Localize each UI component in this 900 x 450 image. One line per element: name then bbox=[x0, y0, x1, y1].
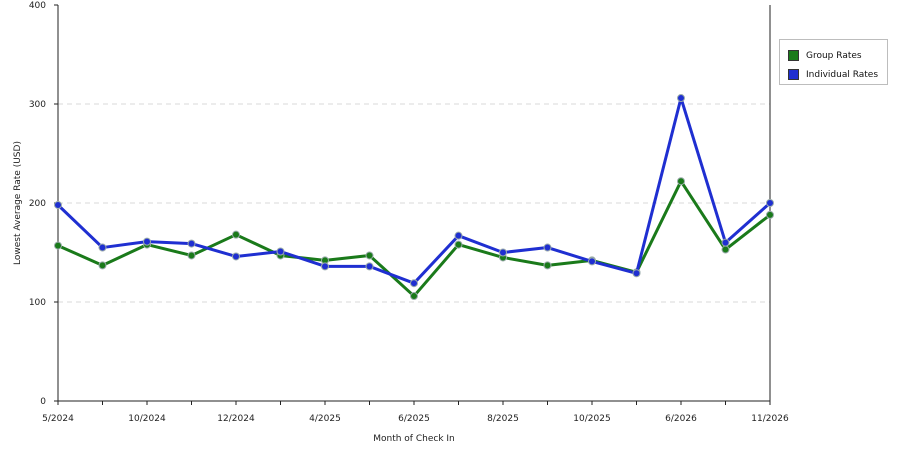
y-tick-label: 400 bbox=[29, 1, 46, 11]
data-point bbox=[454, 240, 463, 249]
x-tick-label: 10/2024 bbox=[128, 414, 166, 424]
data-point bbox=[365, 262, 374, 271]
legend-label-group-rates: Group Rates bbox=[806, 50, 862, 61]
data-point bbox=[410, 292, 418, 301]
x-axis-ticks: 5/2024 10/2024 12/2024 4/2025 6/2025 8/2025 10… bbox=[42, 401, 789, 424]
data-point bbox=[766, 210, 774, 219]
data-point bbox=[187, 239, 196, 248]
data-series bbox=[54, 94, 774, 301]
chart-legend: Group Rates Individual Rates bbox=[779, 39, 888, 85]
data-point bbox=[677, 94, 685, 103]
x-tick-label: 6/2025 bbox=[398, 414, 430, 424]
x-axis-title: Month of Check In bbox=[373, 434, 455, 444]
data-point bbox=[98, 243, 107, 252]
legend-label-individual-rates: Individual Rates bbox=[806, 69, 879, 80]
data-point bbox=[632, 269, 641, 278]
y-tick-label: 300 bbox=[29, 100, 46, 110]
legend-item-group-rates: Group Rates bbox=[788, 46, 879, 65]
data-point bbox=[543, 261, 552, 270]
data-point bbox=[54, 200, 62, 209]
legend-item-individual-rates: Individual Rates bbox=[788, 65, 879, 84]
y-tick-label: 0 bbox=[40, 397, 46, 407]
x-tick-label: 4/2025 bbox=[309, 414, 341, 424]
data-point bbox=[54, 241, 62, 250]
data-point bbox=[365, 251, 374, 260]
data-point bbox=[588, 257, 596, 266]
series-0 bbox=[54, 177, 774, 301]
data-point bbox=[454, 231, 463, 240]
data-point bbox=[232, 230, 240, 239]
data-point bbox=[410, 279, 418, 288]
series-1 bbox=[54, 94, 774, 288]
individual-rates-swatch bbox=[788, 69, 799, 80]
x-tick-label: 5/2024 bbox=[42, 414, 74, 424]
data-point bbox=[543, 243, 552, 252]
data-point bbox=[721, 245, 730, 254]
data-point bbox=[98, 261, 107, 270]
x-tick-label: 8/2025 bbox=[487, 414, 519, 424]
data-point bbox=[499, 248, 507, 257]
data-point bbox=[721, 238, 730, 247]
x-tick-label: 6/2026 bbox=[665, 414, 697, 424]
data-point bbox=[187, 251, 196, 260]
x-tick-label: 12/2024 bbox=[217, 414, 255, 424]
series-line bbox=[56, 96, 772, 285]
data-point bbox=[232, 252, 240, 261]
series-line bbox=[56, 179, 772, 298]
data-point bbox=[677, 177, 685, 186]
data-point bbox=[766, 199, 774, 207]
y-tick-label: 200 bbox=[29, 199, 46, 209]
horizontal-gridlines bbox=[58, 103, 770, 303]
y-axis-title: Lowest Average Rate (USD) bbox=[13, 141, 23, 265]
y-axis-ticks: 0 100 200 300 400 bbox=[29, 1, 58, 407]
x-tick-label: 10/2025 bbox=[573, 414, 610, 424]
data-point bbox=[276, 247, 285, 256]
y-tick-label: 100 bbox=[29, 298, 46, 308]
data-point bbox=[143, 237, 151, 246]
group-rates-swatch bbox=[788, 50, 799, 61]
data-point bbox=[321, 262, 329, 271]
x-tick-label: 11/2026 bbox=[751, 414, 789, 424]
